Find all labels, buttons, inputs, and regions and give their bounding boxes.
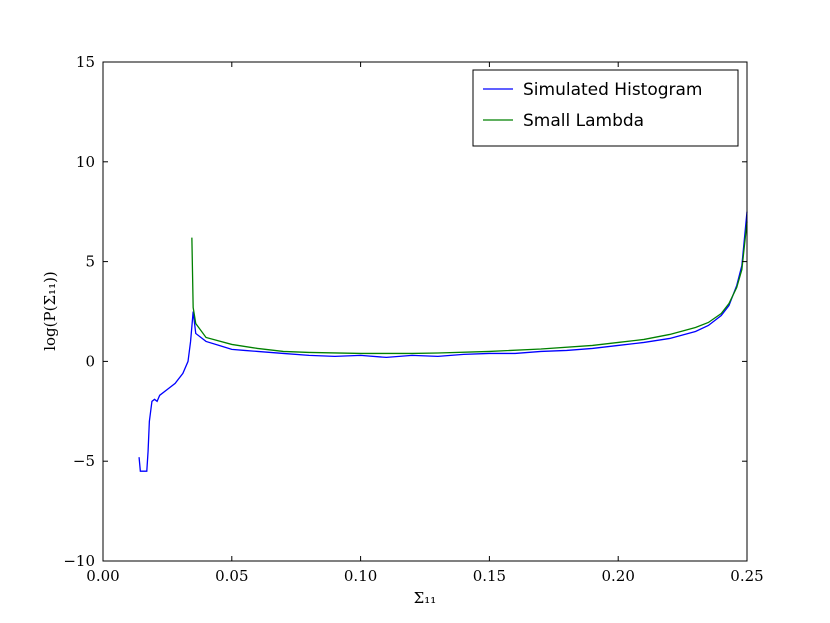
y-tick-label: 10 (76, 153, 95, 171)
plot-frame (102, 61, 748, 562)
legend: Simulated Histogram Small Lambda (472, 69, 739, 147)
x-tick-label: 0.20 (601, 567, 634, 585)
x-tick-label: 0.25 (730, 567, 763, 585)
y-tick-label: −5 (73, 452, 95, 470)
x-tick-label: 0.15 (473, 567, 506, 585)
x-axis-label: Σ₁₁ (414, 589, 437, 607)
x-tick-label: 0.05 (215, 567, 248, 585)
x-tick-label: 0.00 (86, 567, 119, 585)
y-tick-label: 15 (76, 53, 95, 71)
data-line (191, 221, 748, 355)
legend-label: Small Lambda (523, 111, 644, 131)
y-axis-label: log(P(Σ₁₁)) (41, 271, 59, 351)
y-tick-label: 0 (85, 352, 95, 370)
y-tick-label: −10 (63, 552, 95, 570)
data-line (138, 211, 748, 472)
legend-box (472, 69, 739, 147)
legend-label: Simulated Histogram (523, 80, 703, 100)
y-tick-label: 5 (85, 253, 95, 271)
x-tick-label: 0.10 (344, 567, 377, 585)
